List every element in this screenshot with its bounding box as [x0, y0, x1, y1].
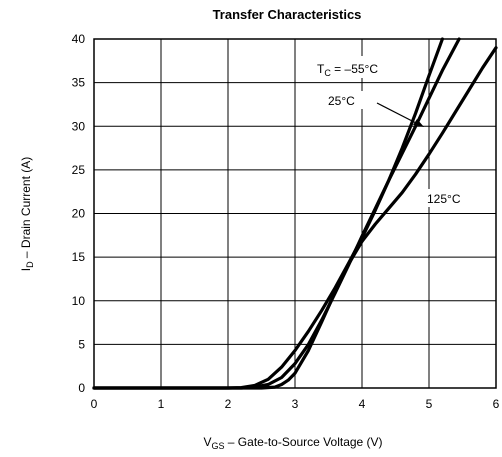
x-tick-label: 3: [292, 397, 299, 411]
x-tick-label: 5: [426, 397, 433, 411]
plot-frame: [93, 38, 497, 389]
grid: [94, 39, 496, 388]
y-axis-label: ID – Drain Current (A): [19, 157, 35, 272]
x-tick-label: 1: [158, 397, 165, 411]
y-tick-label: 10: [72, 294, 86, 308]
x-tick-label: 2: [225, 397, 232, 411]
annotation-25c-arrow: [376, 102, 419, 125]
series-line-125c: [92, 46, 498, 390]
annotation-125c: 125°C: [427, 192, 461, 206]
annotation-25c-arrowhead: [413, 119, 424, 127]
y-tick-label: 25: [72, 163, 86, 177]
label-125c-bg: [425, 189, 469, 207]
y-tick-label: 30: [72, 119, 86, 133]
y-tick-label: 40: [72, 32, 86, 46]
tick-labels: 0 1 2 3 4 5 6 0 5 10 15 20 25 30 35 40: [72, 32, 500, 411]
tc-label-bg: [316, 56, 406, 78]
y-tick-label: 35: [72, 76, 86, 90]
y-tick-label: 0: [78, 381, 85, 395]
chart-title: Transfer Characteristics: [213, 7, 362, 22]
annotation-tc-minus55: TC = –55°C: [317, 62, 378, 78]
x-axis-label: VGS – Gate-to-Source Voltage (V): [203, 435, 382, 451]
x-tick-label: 4: [359, 397, 366, 411]
x-tick-label: 6: [493, 397, 500, 411]
label-25c-bg: [327, 91, 365, 109]
annotation-25c: 25°C: [328, 94, 355, 108]
x-tick-label: 0: [91, 397, 98, 411]
y-tick-label: 20: [72, 207, 86, 221]
y-tick-label: 15: [72, 250, 86, 264]
y-tick-label: 5: [78, 337, 85, 351]
